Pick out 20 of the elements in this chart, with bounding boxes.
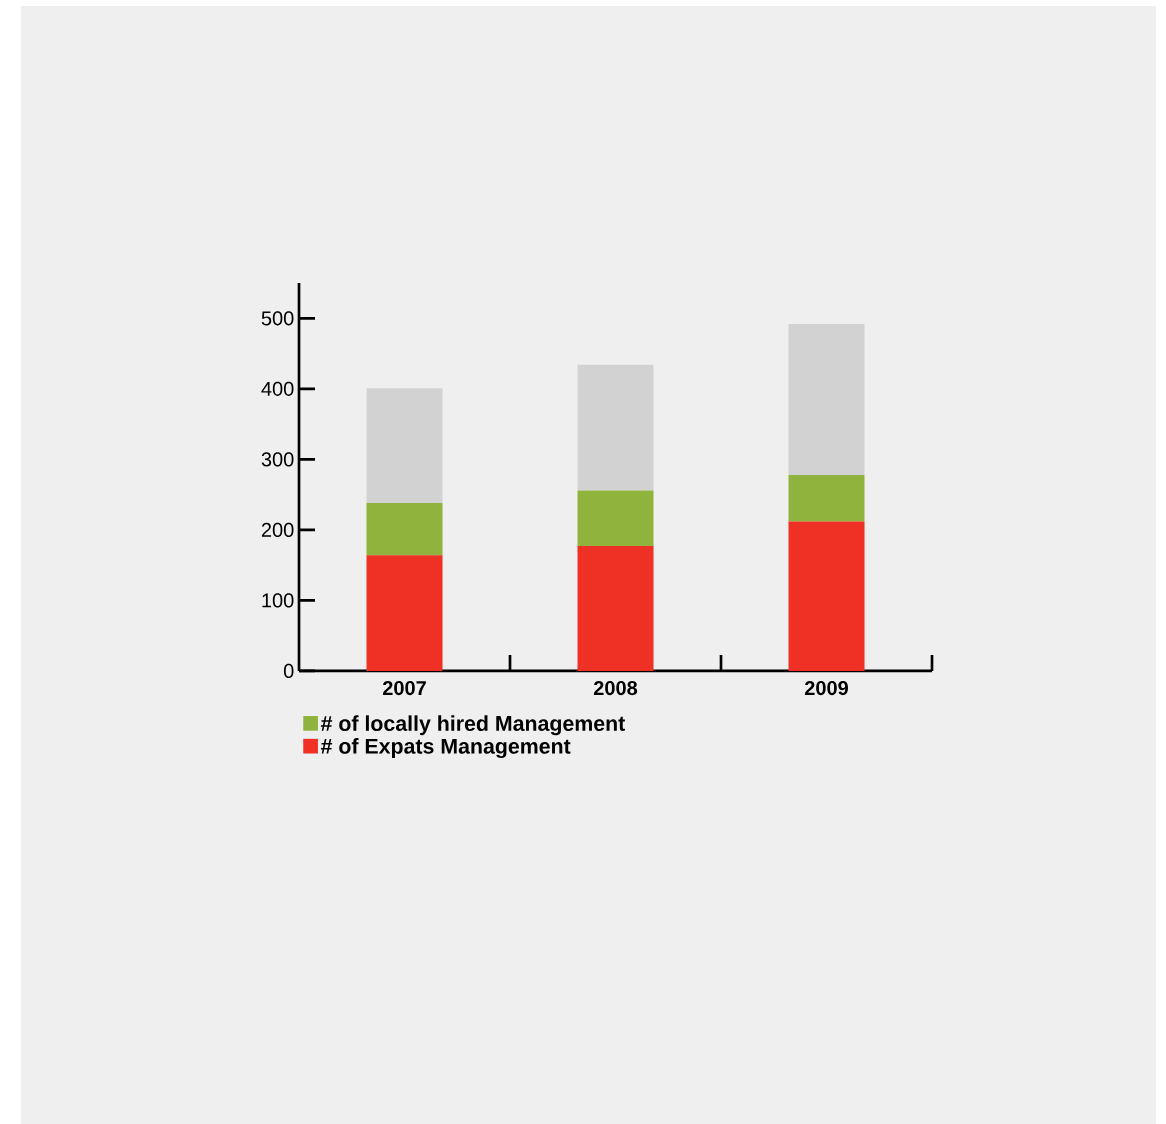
x-tick-label: 2007 <box>382 680 426 696</box>
bar <box>788 323 865 475</box>
legend-label: # of locally hired Management <box>320 715 625 736</box>
y-tick-label: 500 <box>261 311 294 326</box>
x-tick-label: 2009 <box>804 680 848 696</box>
bar <box>788 474 865 522</box>
bar <box>366 388 443 504</box>
bar <box>577 490 654 547</box>
bar <box>366 555 443 671</box>
x-tick-label: 2008 <box>593 680 638 696</box>
bar <box>788 521 865 671</box>
legend-label: # of Expats Management <box>320 738 571 759</box>
bar <box>577 546 654 671</box>
y-tick-label: 0 <box>283 663 294 678</box>
y-tick-label: 200 <box>261 522 294 537</box>
y-tick-label: 400 <box>261 381 294 396</box>
y-tick-label: 100 <box>262 593 294 608</box>
bar <box>577 364 654 491</box>
bar <box>366 503 443 556</box>
y-tick-label: 300 <box>261 452 294 467</box>
